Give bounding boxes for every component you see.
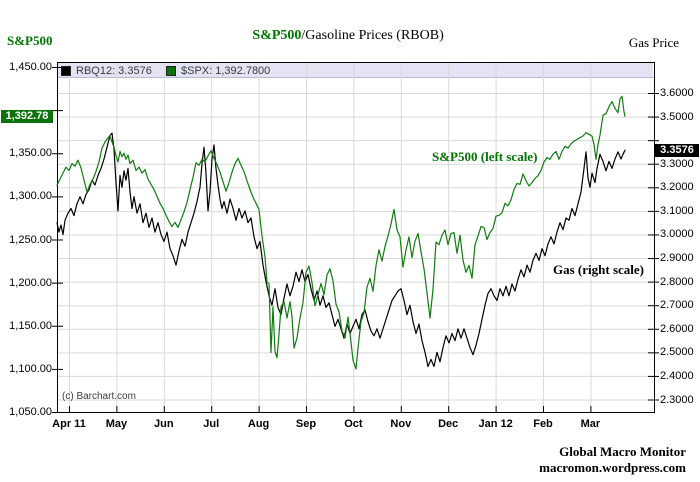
spx-legend-swatch-icon [166,65,176,76]
x-axis-month-label: Oct [344,418,363,430]
right-axis-label: 2.6000 [660,322,694,335]
left-axis-label: 1,250.00 [9,233,52,246]
x-axis-month-label: Jun [154,418,174,430]
spx-last-value-badge: 1,392.78 [1,109,53,123]
barchart-credit: (c) Barchart.com [62,391,136,402]
right-axis-label: 2.7000 [660,299,694,312]
right-axis-label: 3.0000 [660,228,694,241]
spx-legend-label: $SPX: 1,392.7800 [181,64,271,77]
x-axis-month-label: Mar [580,418,601,430]
chart-title-spx: S&P500 [252,28,302,43]
right-axis-label: 2.4000 [660,369,694,382]
x-axis-month-label: Nov [390,418,412,430]
plot-frame [57,62,655,413]
x-axis-month-label: Jul [203,418,220,430]
legend-strip [58,63,653,77]
legend-item-spx: $SPX: 1,392.7800 [166,64,270,77]
x-axis-month-label: May [105,418,128,430]
gas-legend-swatch-icon [61,65,71,76]
right-axis-label: 2.9000 [660,252,694,265]
series-line-spx [56,95,626,370]
series-line-gas [56,132,626,368]
x-axis-month-label: Apr 11 [52,418,86,430]
right-axis-label: 2.3000 [660,393,694,406]
gas-last-value-badge: 3.3576 [655,143,699,157]
gas-series-annotation: Gas (right scale) [553,262,644,277]
brand-url: macromon.wordpress.com [539,460,686,475]
right-axis-label: 3.1000 [660,204,694,217]
right-axis-title: Gas Price [628,35,679,50]
right-axis-label: 2.8000 [660,275,694,288]
right-axis-label: 3.5000 [660,110,694,123]
x-axis-month-label: Jan 12 [478,418,513,430]
spx-series-annotation: S&P500 (left scale) [432,149,538,164]
left-axis-title: S&P500 [7,33,53,48]
left-axis-label: 1,350.00 [9,147,52,160]
legend-item-gas: RBQ12: 3.3576 [61,64,152,77]
chart-title: S&P500/Gasoline Prices (RBOB) [252,28,443,44]
left-axis-label: 1,150.00 [9,319,52,332]
left-axis-label: 1,300.00 [9,190,52,203]
x-axis-month-label: Feb [533,418,553,430]
right-axis-label: 3.6000 [660,87,694,99]
brand-name: Global Macro Monitor [559,444,686,459]
chart-title-rest: /Gasoline Prices (RBOB) [301,28,444,43]
right-axis-label: 3.2000 [660,181,694,194]
x-axis-month-label: Sep [295,418,317,430]
x-axis-month-label: Dec [438,418,459,430]
left-axis-label: 1,450.00 [9,61,52,73]
site-brand: Global Macro Monitor macromon.wordpress.… [539,444,686,476]
gas-legend-label: RBQ12: 3.3576 [76,64,152,77]
left-axis-label: 1,100.00 [9,362,52,375]
x-axis-month-label: Aug [247,418,270,430]
left-axis-label: 1,050.00 [9,406,52,418]
right-axis-label: 3.3000 [660,157,694,170]
right-axis-label: 2.5000 [660,346,694,359]
left-axis-label: 1,200.00 [9,276,52,289]
